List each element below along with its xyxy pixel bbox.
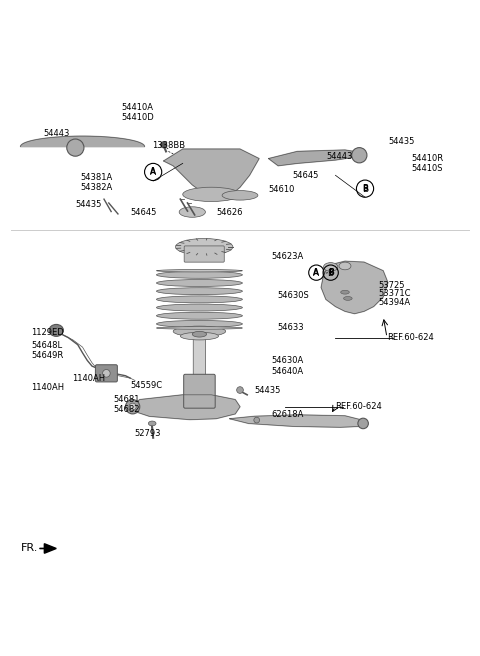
Text: B: B — [362, 185, 368, 194]
Text: 54645: 54645 — [292, 171, 319, 180]
Ellipse shape — [156, 272, 242, 278]
Text: 54443: 54443 — [326, 152, 352, 161]
Text: 53371C: 53371C — [378, 289, 411, 298]
Text: 52793: 52793 — [134, 430, 160, 438]
Text: 54681
54682: 54681 54682 — [114, 395, 140, 414]
Text: 54648L
54649R: 54648L 54649R — [31, 340, 63, 360]
Ellipse shape — [173, 326, 226, 337]
Text: 54630S: 54630S — [277, 291, 309, 300]
Ellipse shape — [156, 279, 242, 287]
Text: 54443: 54443 — [43, 129, 70, 138]
Ellipse shape — [339, 262, 351, 270]
FancyBboxPatch shape — [184, 375, 215, 408]
Circle shape — [352, 148, 367, 163]
Text: 54410A
54410D: 54410A 54410D — [121, 102, 154, 122]
Ellipse shape — [156, 288, 242, 295]
Ellipse shape — [49, 325, 63, 337]
Ellipse shape — [341, 291, 349, 294]
Text: REF.60-624: REF.60-624 — [387, 333, 434, 342]
Ellipse shape — [156, 304, 242, 311]
Circle shape — [161, 142, 167, 148]
Polygon shape — [164, 149, 259, 197]
FancyBboxPatch shape — [184, 246, 224, 262]
Text: 54410R
54410S: 54410R 54410S — [412, 154, 444, 173]
Text: A: A — [150, 167, 156, 176]
Ellipse shape — [344, 297, 352, 300]
Text: B: B — [362, 184, 368, 193]
Text: 1338BB: 1338BB — [152, 141, 185, 150]
Text: 54623A: 54623A — [271, 252, 303, 261]
Text: 54559C: 54559C — [130, 380, 162, 390]
Ellipse shape — [156, 320, 242, 327]
Text: 53725: 53725 — [378, 281, 405, 289]
Ellipse shape — [324, 262, 338, 271]
Polygon shape — [21, 136, 144, 147]
Text: 1140AH: 1140AH — [31, 383, 64, 392]
Text: 54381A
54382A: 54381A 54382A — [80, 173, 112, 192]
Text: 54435: 54435 — [388, 137, 414, 146]
Ellipse shape — [176, 239, 233, 255]
Text: 54630A
54640A: 54630A 54640A — [271, 356, 303, 376]
Text: FR.: FR. — [21, 543, 38, 552]
Ellipse shape — [156, 270, 242, 272]
Ellipse shape — [156, 312, 242, 319]
Text: 54626: 54626 — [216, 208, 242, 217]
Ellipse shape — [237, 386, 243, 394]
Ellipse shape — [192, 331, 206, 337]
Polygon shape — [321, 261, 388, 314]
Text: 54435: 54435 — [254, 386, 281, 396]
Text: B: B — [328, 269, 334, 278]
Text: A: A — [313, 269, 319, 278]
Polygon shape — [269, 150, 360, 166]
Text: 54394A: 54394A — [378, 298, 410, 307]
Ellipse shape — [129, 403, 136, 410]
Polygon shape — [128, 395, 240, 420]
Text: A: A — [150, 169, 156, 177]
Ellipse shape — [125, 400, 140, 414]
Text: 54645: 54645 — [130, 208, 156, 217]
Ellipse shape — [148, 421, 156, 426]
Ellipse shape — [156, 296, 242, 303]
Text: 1129ED: 1129ED — [31, 328, 64, 337]
Ellipse shape — [179, 207, 205, 217]
Text: 54633: 54633 — [277, 323, 304, 333]
Text: 62618A: 62618A — [271, 411, 303, 419]
Polygon shape — [229, 415, 364, 427]
Text: A: A — [313, 268, 319, 277]
Circle shape — [67, 139, 84, 156]
Text: REF.60-624: REF.60-624 — [336, 401, 382, 411]
Polygon shape — [44, 544, 56, 553]
FancyBboxPatch shape — [96, 365, 117, 382]
Ellipse shape — [183, 187, 240, 201]
FancyBboxPatch shape — [193, 335, 205, 386]
Ellipse shape — [254, 417, 260, 423]
Ellipse shape — [222, 190, 258, 200]
Ellipse shape — [156, 327, 242, 329]
Text: B: B — [328, 268, 334, 277]
Ellipse shape — [103, 369, 110, 377]
Ellipse shape — [180, 333, 218, 340]
Text: 54435: 54435 — [75, 200, 102, 209]
Ellipse shape — [358, 418, 368, 428]
Text: 1140AH: 1140AH — [72, 374, 105, 382]
Text: 54610: 54610 — [269, 185, 295, 194]
